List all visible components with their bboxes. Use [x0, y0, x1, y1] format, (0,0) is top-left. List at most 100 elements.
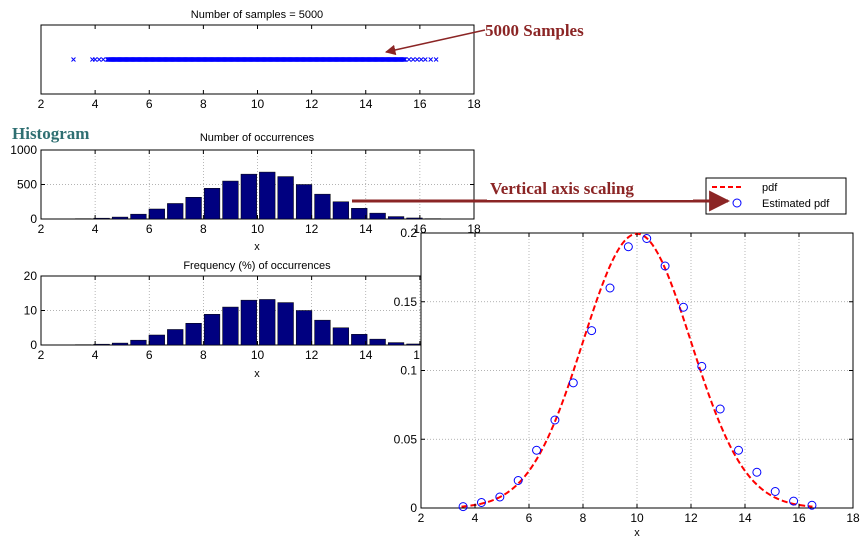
x-tick-label: 2 [418, 511, 425, 525]
sample-marker [406, 57, 412, 62]
bars [75, 299, 441, 346]
legend-estimated-label: Estimated pdf [762, 198, 830, 210]
histogram-bar [259, 299, 276, 346]
y-tick-label: 0.15 [394, 295, 418, 309]
estimated-pdf-point [532, 445, 542, 455]
histogram-bar [259, 171, 276, 220]
x-tick-label: 10 [630, 511, 644, 525]
frequency-histogram-chart: Frequency (%) of occurrences 2 4 6 8 10 12 14 1… [24, 260, 481, 380]
y-ticks: 0 10 20 [24, 269, 474, 352]
estimated-pdf-point [476, 498, 486, 507]
estimated-pdf-point [697, 361, 707, 371]
histogram-bar [277, 302, 294, 346]
x-axis-label: x [634, 527, 640, 539]
histogram-bar [222, 306, 239, 346]
x-tick-label: 14 [738, 511, 752, 525]
x-tick-label: 16 [413, 97, 427, 111]
x-tick-label: 6 [146, 97, 153, 111]
x-tick-label: 10 [251, 97, 265, 111]
x-tick-label: 2 [38, 222, 45, 236]
chart-title: Frequency (%) of occurrences [183, 260, 331, 272]
y-tick-label: 0 [30, 212, 37, 226]
chart-title: Number of occurrences [200, 132, 315, 144]
samples-callout-arrow [384, 29, 486, 56]
x-tick-label: 4 [92, 97, 99, 111]
y-tick-label: 0.05 [394, 432, 418, 446]
estimated-pdf-points [458, 234, 817, 512]
histogram-bar [222, 180, 239, 220]
y-ticks: 0 0.05 0.1 0.15 0.2 [394, 226, 853, 515]
x-tick-label: 8 [580, 511, 587, 525]
estimated-pdf-point [513, 476, 523, 485]
y-tick-label: 1000 [10, 143, 37, 157]
estimated-pdf-point [734, 445, 744, 455]
legend-estimated-swatch [732, 198, 742, 208]
legend-pdf-label: pdf [762, 182, 778, 194]
x-ticks: 2 4 6 8 10 12 14 16 18 [38, 25, 481, 111]
x-tick-label: 18 [846, 511, 860, 525]
estimated-pdf-point [678, 302, 688, 312]
sample-marker [433, 57, 439, 62]
estimated-pdf-point [770, 487, 780, 496]
histogram-bar [314, 193, 331, 220]
x-tick-label: 12 [305, 348, 319, 362]
estimated-pdf-point [807, 500, 817, 510]
histogram-bar [277, 176, 294, 220]
x-tick-label: 6 [526, 511, 533, 525]
sample-marker [418, 57, 424, 62]
histogram-bar [185, 197, 202, 220]
bars [75, 171, 441, 220]
histogram-bar [406, 217, 423, 220]
histogram-bar [332, 327, 349, 346]
histogram-bar [167, 329, 184, 346]
sample-marker [100, 57, 106, 62]
samples-callout: 5000 Samples [485, 21, 584, 40]
histogram-bar [387, 342, 405, 346]
x-tick-label: 14 [359, 222, 373, 236]
x-axis-label: x [254, 368, 260, 380]
histogram-bar [185, 323, 202, 346]
x-axis-label: x [254, 241, 260, 253]
estimated-pdf-point [568, 378, 578, 388]
histogram-bar [93, 217, 110, 220]
estimated-pdf-point [715, 404, 725, 414]
y-tick-label: 0.2 [400, 226, 417, 240]
estimated-pdf-point [789, 496, 799, 506]
histogram-bar [130, 339, 147, 346]
x-tick-label: 12 [684, 511, 698, 525]
sample-marker [428, 57, 434, 62]
estimated-pdf-point [660, 261, 670, 271]
histogram-bar [111, 342, 129, 346]
sample-marker [402, 57, 408, 62]
x-tick-label: 6 [146, 348, 153, 362]
chart-title: Number of samples = 5000 [191, 9, 323, 21]
histogram-bar [203, 188, 221, 220]
y-tick-label: 0 [410, 501, 417, 515]
sample-marker [71, 57, 76, 62]
histogram-bar [130, 213, 147, 220]
y-tick-label: 20 [24, 269, 38, 283]
x-tick-label: 10 [251, 348, 265, 362]
sample-marker [96, 57, 102, 62]
sample-marker [410, 57, 416, 62]
x-tick-label: 8 [200, 222, 207, 236]
scaling-callout: Vertical axis scaling [490, 179, 634, 198]
x-tick-label: 16 [792, 511, 806, 525]
y-tick-label: 10 [24, 304, 38, 318]
count-histogram-chart: Number of occurrences 2 4 6 8 10 12 14 16 18 050… [10, 132, 481, 253]
y-tick-label: 500 [17, 178, 37, 192]
scaling-callout-backdrop [487, 176, 693, 200]
y-ticks: 0 500 1000 [10, 143, 474, 226]
estimated-pdf-point [587, 326, 597, 336]
x-tick-label: 2 [38, 348, 45, 362]
estimated-pdf-point [495, 492, 505, 502]
histogram-heading: Histogram [12, 124, 89, 143]
histogram-bar [351, 208, 368, 220]
x-tick-label: 6 [146, 222, 153, 236]
x-tick-label: 12 [305, 222, 319, 236]
histogram-bar [332, 201, 349, 220]
histogram-bar [369, 338, 386, 346]
sample-markers [71, 57, 439, 62]
histogram-bar [167, 203, 184, 220]
